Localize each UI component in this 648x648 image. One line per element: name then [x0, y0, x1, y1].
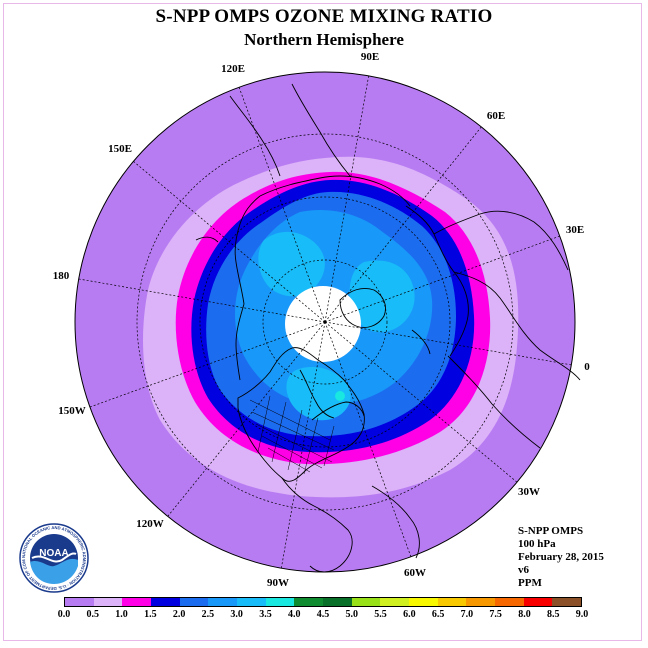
lon-label-150w: 150W: [58, 405, 86, 417]
info-date: February 28, 2015: [518, 551, 604, 563]
lon-label-60w: 60W: [404, 567, 426, 579]
colorbar-swatch-5: [208, 598, 238, 606]
level-3.0-3.5c: [286, 366, 351, 421]
colorbar-tick-label: 6.0: [403, 609, 416, 620]
colorbar-swatch-2: [122, 598, 152, 606]
noaa-logo: NATIONAL OCEANIC AND ATMOSPHERIC ADMINIS…: [18, 522, 89, 593]
colorbar-swatch-6: [237, 598, 266, 606]
us-state-borders: [249, 395, 335, 475]
colorbar-swatch-4: [179, 598, 209, 606]
map-subtitle: Northern Hemisphere: [244, 30, 404, 49]
colorbar-tick-label: 5.0: [345, 609, 359, 620]
colorbar-swatch-11: [380, 598, 410, 606]
colorbar-tick-label: 6.5: [431, 609, 445, 620]
coastlines: [195, 83, 581, 573]
colorbar-tick-label: 4.0: [287, 609, 301, 620]
colorbar-tick-label: 3.0: [230, 609, 243, 620]
colorbar-swatch-16: [523, 598, 553, 606]
logo-text: NOAA: [39, 548, 68, 559]
longitude-labels: 90E 60E 30E 0 30W 60W 90W 120W 150W 180 …: [53, 51, 591, 589]
colorbar-swatch-3: [151, 598, 180, 606]
colorbar-tick-label: 4.5: [316, 609, 330, 620]
colorbar-swatch-0: [65, 598, 94, 606]
colorbar-tick-label: 5.5: [374, 609, 387, 620]
info-level: 100 hPa: [518, 538, 556, 550]
lon-label-30e: 30E: [566, 224, 584, 236]
colorbar-tick-label: 3.5: [259, 609, 272, 620]
colorbar-swatch-10: [351, 598, 381, 606]
colorbar-tick-label: 0.5: [86, 609, 100, 620]
lon-label-30w: 30W: [518, 486, 540, 498]
lon-label-180: 180: [53, 270, 70, 282]
level-3.0-3.5b: [349, 260, 415, 333]
lon-label-60e: 60E: [487, 110, 505, 122]
colorbar-swatch-7: [265, 598, 295, 606]
colorbar-swatch-1: [93, 598, 123, 606]
colorbar-tick-label: 2.0: [172, 609, 186, 620]
colorbar-tick-label: 1.5: [144, 609, 157, 620]
colorbar-tick-label: 8.0: [518, 609, 531, 620]
lon-label-90e: 90E: [361, 51, 379, 63]
colorbar-tick-label: 7.0: [460, 609, 474, 620]
lon-label-120e: 120E: [221, 63, 245, 75]
lon-label-90w: 90W: [267, 577, 289, 589]
colorbar-swatch-14: [466, 598, 496, 606]
colorbar-swatch-17: [552, 598, 582, 606]
colorbar-swatch-13: [437, 598, 467, 606]
map-title: S-NPP OMPS OZONE MIXING RATIO: [155, 6, 493, 27]
colorbar-tick-label: 8.5: [546, 609, 560, 620]
lon-label-0: 0: [584, 361, 590, 373]
colorbar-ticks: 0.0 0.5 1.0 1.5 2.0 2.5 3.0 3.5 4.0 4.5 5.0 5.5 6.0 6…: [0, 609, 648, 623]
colorbar-swatch-15: [495, 598, 524, 606]
info-version: v6: [518, 564, 529, 576]
colorbar-tick-label: 7.5: [489, 609, 502, 620]
colorbar: [64, 597, 582, 607]
figure-frame: [3, 3, 642, 641]
map-boundary: [74, 71, 576, 573]
colorbar-swatch-8: [294, 598, 324, 606]
colorbar-tick-label: 1.0: [115, 609, 128, 620]
colorbar-tick-label: 2.5: [201, 609, 215, 620]
lon-label-150e: 150E: [108, 143, 132, 155]
colorbar-swatch-9: [323, 598, 352, 606]
info-units: PPM: [518, 577, 542, 589]
ozone-field: [75, 72, 575, 572]
graticule: [78, 73, 573, 571]
colorbar-tick-label: 0.0: [57, 609, 71, 620]
polar-data-gap: [285, 286, 361, 362]
info-instrument: S-NPP OMPS: [518, 525, 584, 537]
colorbar-tick-label: 9.0: [575, 609, 589, 620]
colorbar-swatch-12: [409, 598, 438, 606]
level-3.5-4.0: [335, 391, 345, 401]
info-block: S-NPP OMPS 100 hPa February 28, 2015 v6 …: [518, 525, 604, 590]
lon-label-120w: 120W: [136, 518, 164, 530]
